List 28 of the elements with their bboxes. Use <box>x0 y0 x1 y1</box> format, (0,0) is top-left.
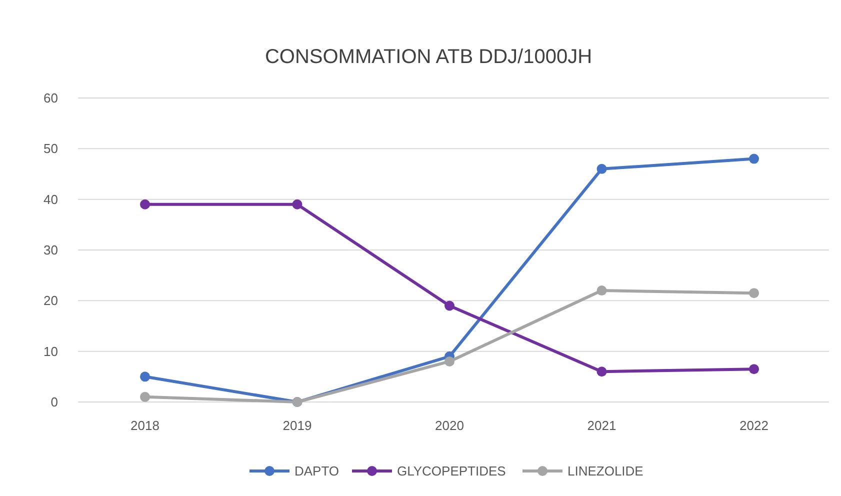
point <box>140 392 150 402</box>
point <box>749 364 759 374</box>
x-tick-label: 2021 <box>587 418 616 433</box>
legend-label: DAPTO <box>294 464 340 479</box>
x-tick-label: 2020 <box>435 418 464 433</box>
point <box>596 366 607 377</box>
y-tick-label: 40 <box>44 192 58 207</box>
point <box>292 199 302 210</box>
y-tick-label: 30 <box>44 242 58 258</box>
x-tick-label: 2019 <box>282 418 312 433</box>
point <box>140 199 150 210</box>
point <box>596 286 607 296</box>
legend-label: GLYCOPEPTIDES <box>397 464 506 479</box>
y-tick-label: 0 <box>50 394 58 410</box>
point <box>596 164 607 174</box>
point <box>444 300 454 311</box>
y-tick-label: 50 <box>44 141 58 156</box>
point <box>749 288 759 298</box>
x-tick-label: 2022 <box>740 418 768 433</box>
y-tick-label: 20 <box>44 293 58 308</box>
point <box>749 154 759 164</box>
y-tick-label: 60 <box>44 90 58 106</box>
x-tick-label: 2018 <box>130 418 160 433</box>
point <box>140 372 150 382</box>
chart-title: CONSOMMATION ATB DDJ/1000JH <box>264 46 592 68</box>
y-tick-label: 10 <box>44 344 58 359</box>
legend-label: LINEZOLIDE <box>568 464 644 479</box>
point <box>444 356 454 366</box>
